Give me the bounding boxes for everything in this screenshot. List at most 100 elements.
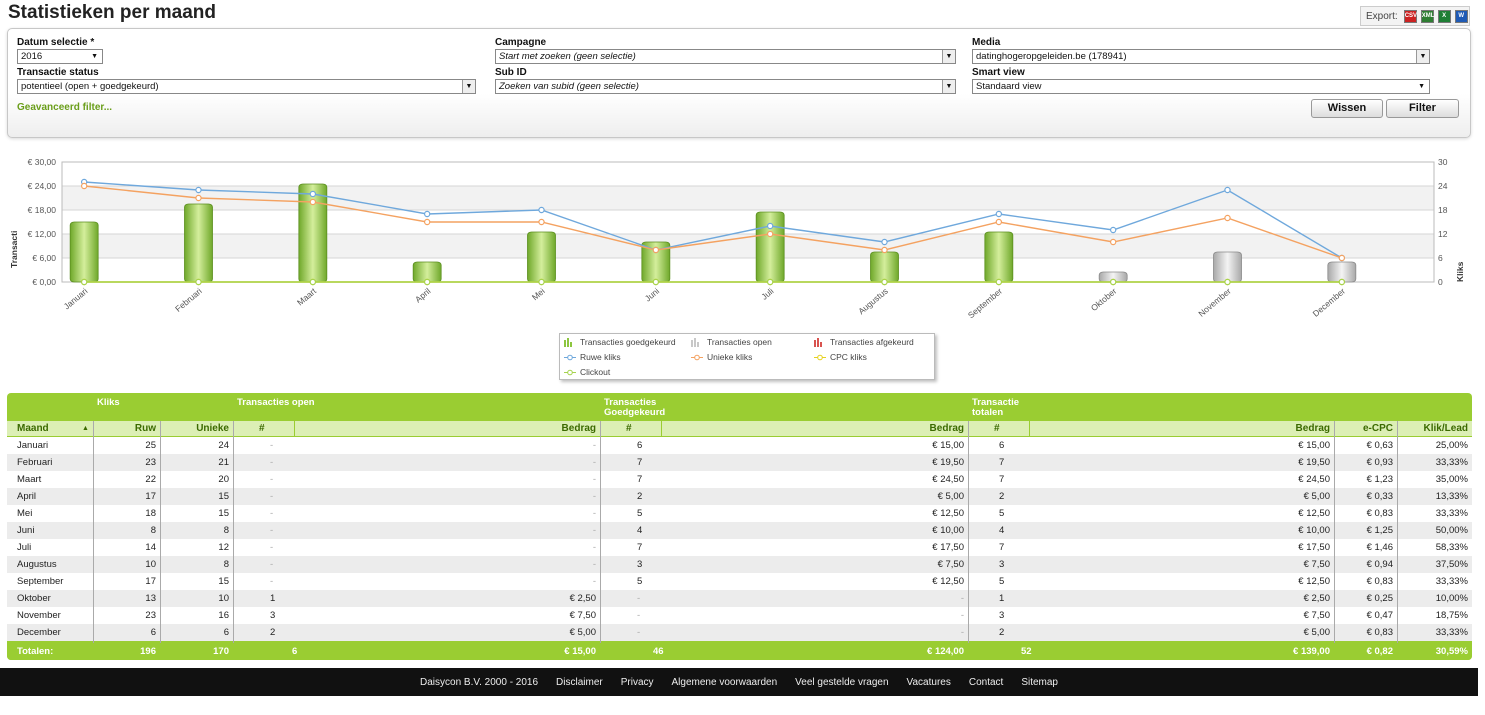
cell-goed-bedrag: € 12,50: [932, 508, 964, 519]
group-open: Transacties open: [237, 397, 315, 408]
col-kliklead[interactable]: Klik/Lead: [1398, 421, 1472, 436]
total-ruw: 196: [140, 646, 156, 657]
export-label: Export:: [1366, 10, 1398, 22]
bar-transacties-goedgekeurd: [298, 183, 328, 283]
xml-export-icon[interactable]: XML: [1420, 9, 1434, 23]
cell-tot-bedrag: € 12,50: [1298, 576, 1330, 587]
smart-view-select[interactable]: Standaard view ▼: [972, 79, 1430, 94]
footer-link[interactable]: Vacatures: [906, 676, 951, 688]
cell-tot-count: 5: [999, 508, 1005, 519]
cell-open-count: 1: [270, 593, 276, 604]
point-unieke-kliks: [766, 230, 774, 238]
legend-item[interactable]: Clickout: [564, 367, 610, 377]
legend-item[interactable]: Ruwe kliks: [564, 352, 621, 362]
chevron-down-icon[interactable]: ▼: [942, 50, 955, 63]
cell-kliklead: 58,33%: [1435, 542, 1468, 553]
legend-item[interactable]: Unieke kliks: [691, 352, 752, 362]
cell-ecpc: € 0,25: [1366, 593, 1393, 604]
col-tot-bedrag[interactable]: Bedrag: [1030, 421, 1334, 436]
col-open-bedrag[interactable]: Bedrag: [295, 421, 600, 436]
campagne-select[interactable]: Start met zoeken (geen selectie) ▼: [495, 49, 956, 64]
footer-link[interactable]: Veel gestelde vragen: [795, 676, 889, 688]
footer-link[interactable]: Algemene voorwaarden: [671, 676, 778, 688]
col-ruw[interactable]: Ruw: [94, 421, 160, 436]
cell-goed-bedrag: € 10,00: [932, 525, 964, 536]
legend-item[interactable]: Transacties open: [691, 337, 772, 347]
export-icons: CSV XML X W: [1403, 9, 1468, 23]
point-unieke-kliks: [652, 246, 660, 254]
subid-label: Sub ID: [495, 67, 527, 78]
group-totalen: Transactie totalen: [972, 397, 1019, 418]
xls-export-icon[interactable]: X: [1437, 9, 1451, 23]
point-ruwe-kliks: [309, 190, 317, 198]
right-tick-label: 24: [1438, 181, 1448, 191]
line-marker-icon: [691, 353, 703, 362]
x-tick-label: Oktober: [1089, 286, 1119, 313]
left-tick-label: € 30,00: [28, 157, 57, 167]
filter-button[interactable]: Filter: [1386, 99, 1459, 118]
cell-goed-count: -: [637, 610, 641, 621]
cell-ecpc: € 0,47: [1366, 610, 1393, 621]
total-open-count: 6: [292, 646, 298, 657]
cell-unieke: 8: [223, 559, 229, 570]
datum-label: Datum selectie *: [17, 37, 95, 48]
footer-link[interactable]: Disclaimer: [556, 676, 603, 688]
col-unieke[interactable]: Unieke: [161, 421, 233, 436]
x-tick-label: September: [966, 286, 1004, 320]
chevron-down-icon[interactable]: ▼: [1416, 50, 1429, 63]
chevron-down-icon[interactable]: ▼: [462, 80, 475, 93]
cell-tot-bedrag: € 7,50: [1303, 610, 1330, 621]
cell-ecpc: € 0,93: [1366, 457, 1393, 468]
point-ruwe-kliks: [195, 186, 202, 194]
subid-select[interactable]: Zoeken van subid (geen selectie) ▼: [495, 79, 956, 94]
smart-label: Smart view: [972, 67, 1025, 78]
cell-tot-bedrag: € 10,00: [1298, 525, 1330, 536]
cell-kliklead: 33,33%: [1435, 576, 1468, 587]
cell-tot-count: 3: [999, 610, 1005, 621]
cell-goed-count: 7: [637, 542, 643, 553]
legend-item[interactable]: Transacties goedgekeurd: [564, 337, 676, 347]
transactie-select[interactable]: potentieel (open + goedgekeurd) ▼: [17, 79, 476, 94]
chevron-down-icon: ▼: [91, 53, 98, 60]
col-open-count[interactable]: #: [234, 421, 294, 436]
doc-export-icon[interactable]: W: [1454, 9, 1468, 23]
legend-item[interactable]: Transacties afgekeurd: [814, 337, 914, 347]
col-goed-count[interactable]: #: [601, 421, 661, 436]
advanced-filter-link[interactable]: Geavanceerd filter...: [17, 102, 113, 113]
cell-tot-count: 6: [999, 440, 1005, 451]
chevron-down-icon[interactable]: ▼: [942, 80, 955, 93]
x-tick-label: Juni: [643, 286, 661, 304]
point-unieke-kliks: [423, 218, 431, 226]
cell-ruw: 17: [145, 576, 156, 587]
footer-link[interactable]: Sitemap: [1021, 676, 1058, 688]
cell-goed-bedrag: € 15,00: [932, 440, 964, 451]
cell-open-bedrag: -: [592, 491, 596, 502]
csv-export-icon[interactable]: CSV: [1403, 9, 1417, 23]
x-tick-label: Maart: [295, 285, 319, 307]
col-goed-bedrag[interactable]: Bedrag: [662, 421, 968, 436]
col-maand[interactable]: Maand ▲: [7, 421, 93, 436]
footer-link[interactable]: Contact: [968, 676, 1004, 688]
x-tick-label: Juli: [759, 286, 775, 302]
point-unieke-kliks: [1224, 214, 1231, 222]
col-ecpc[interactable]: e-CPC: [1335, 421, 1397, 436]
line-marker-icon: [814, 353, 826, 362]
cell-kliklead: 18,75%: [1435, 610, 1468, 621]
sort-up-icon: ▲: [82, 425, 89, 432]
clear-button[interactable]: Wissen: [1311, 99, 1383, 118]
col-tot-count[interactable]: #: [969, 421, 1029, 436]
cell-goed-count: 4: [637, 525, 643, 536]
cell-unieke: 15: [218, 491, 229, 502]
datum-select[interactable]: 2016 ▼: [17, 49, 103, 64]
media-select[interactable]: datinghogeropgeleiden.be (178941) ▼: [972, 49, 1430, 64]
legend-item[interactable]: CPC kliks: [814, 352, 867, 362]
footer-link[interactable]: Privacy: [620, 676, 654, 688]
point-unieke-kliks: [1338, 254, 1346, 262]
x-tick-label: November: [1196, 286, 1233, 319]
cell-ecpc: € 0,94: [1366, 559, 1393, 570]
copyright-text: Daisycon B.V. 2000 - 2016: [420, 676, 539, 688]
total-ecpc: € 0,82: [1366, 646, 1393, 657]
group-goed: Transacties Goedgekeurd: [604, 397, 666, 418]
point-clickout: [766, 278, 774, 286]
